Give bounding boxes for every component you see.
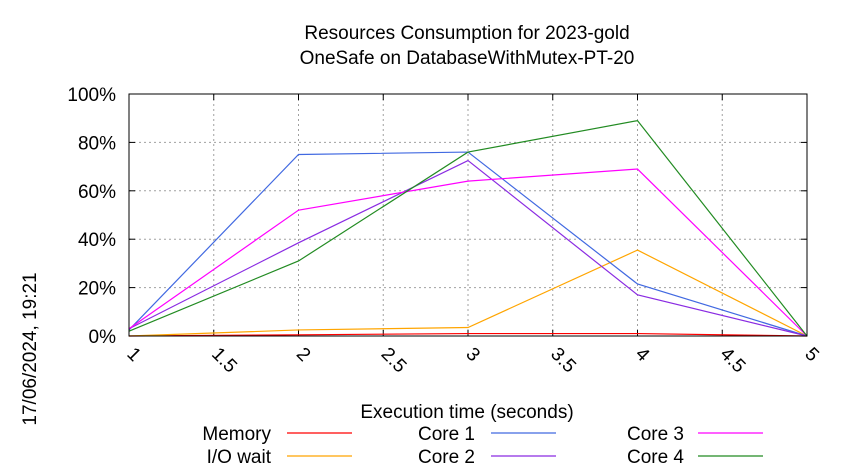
x-tick-label: 4 (631, 344, 654, 367)
series-line-core-2 (128, 159, 808, 337)
y-tick-label: 80% (78, 133, 116, 154)
x-tick-label: 5 (800, 344, 822, 366)
x-axis-label: Execution time (seconds) (360, 402, 573, 423)
series-lines (128, 119, 808, 337)
legend-label-core-2: Core 2 (418, 447, 475, 468)
legend-label-memory: Memory (202, 424, 271, 445)
series-line-i-o-wait (128, 249, 808, 337)
x-tick-label: 3.5 (546, 344, 580, 378)
y-tick-label: 60% (78, 182, 116, 203)
chart-title: Resources Consumption for 2023-gold (304, 23, 629, 44)
x-tick-label: 1.5 (207, 344, 241, 378)
legend-label-core-1: Core 1 (418, 424, 475, 445)
chart-subtitle: OneSafe on DatabaseWithMutex-PT-20 (300, 48, 635, 69)
y-tick-label: 100% (67, 85, 116, 106)
x-tick-label: 1 (122, 344, 144, 366)
legend-label-core-3: Core 3 (627, 424, 684, 445)
legend-label-core-4: Core 4 (627, 447, 684, 468)
x-tick-label: 3 (461, 344, 483, 366)
y-tick-label: 40% (78, 230, 116, 251)
timestamp: 17/06/2024, 19:21 (20, 272, 41, 425)
legend-label-i-o-wait: I/O wait (207, 447, 272, 468)
series-line-core-4 (128, 119, 808, 337)
x-tick-label: 2 (292, 344, 314, 366)
x-tick-label: 2.5 (377, 344, 411, 378)
x-tick-label: 4.5 (716, 344, 750, 378)
series-line-core-3 (128, 168, 808, 337)
y-tick-label: 0% (89, 327, 117, 348)
grid (129, 94, 807, 336)
y-tick-label: 20% (78, 279, 116, 300)
series-line-memory (128, 332, 808, 337)
plot-frame (128, 93, 808, 337)
